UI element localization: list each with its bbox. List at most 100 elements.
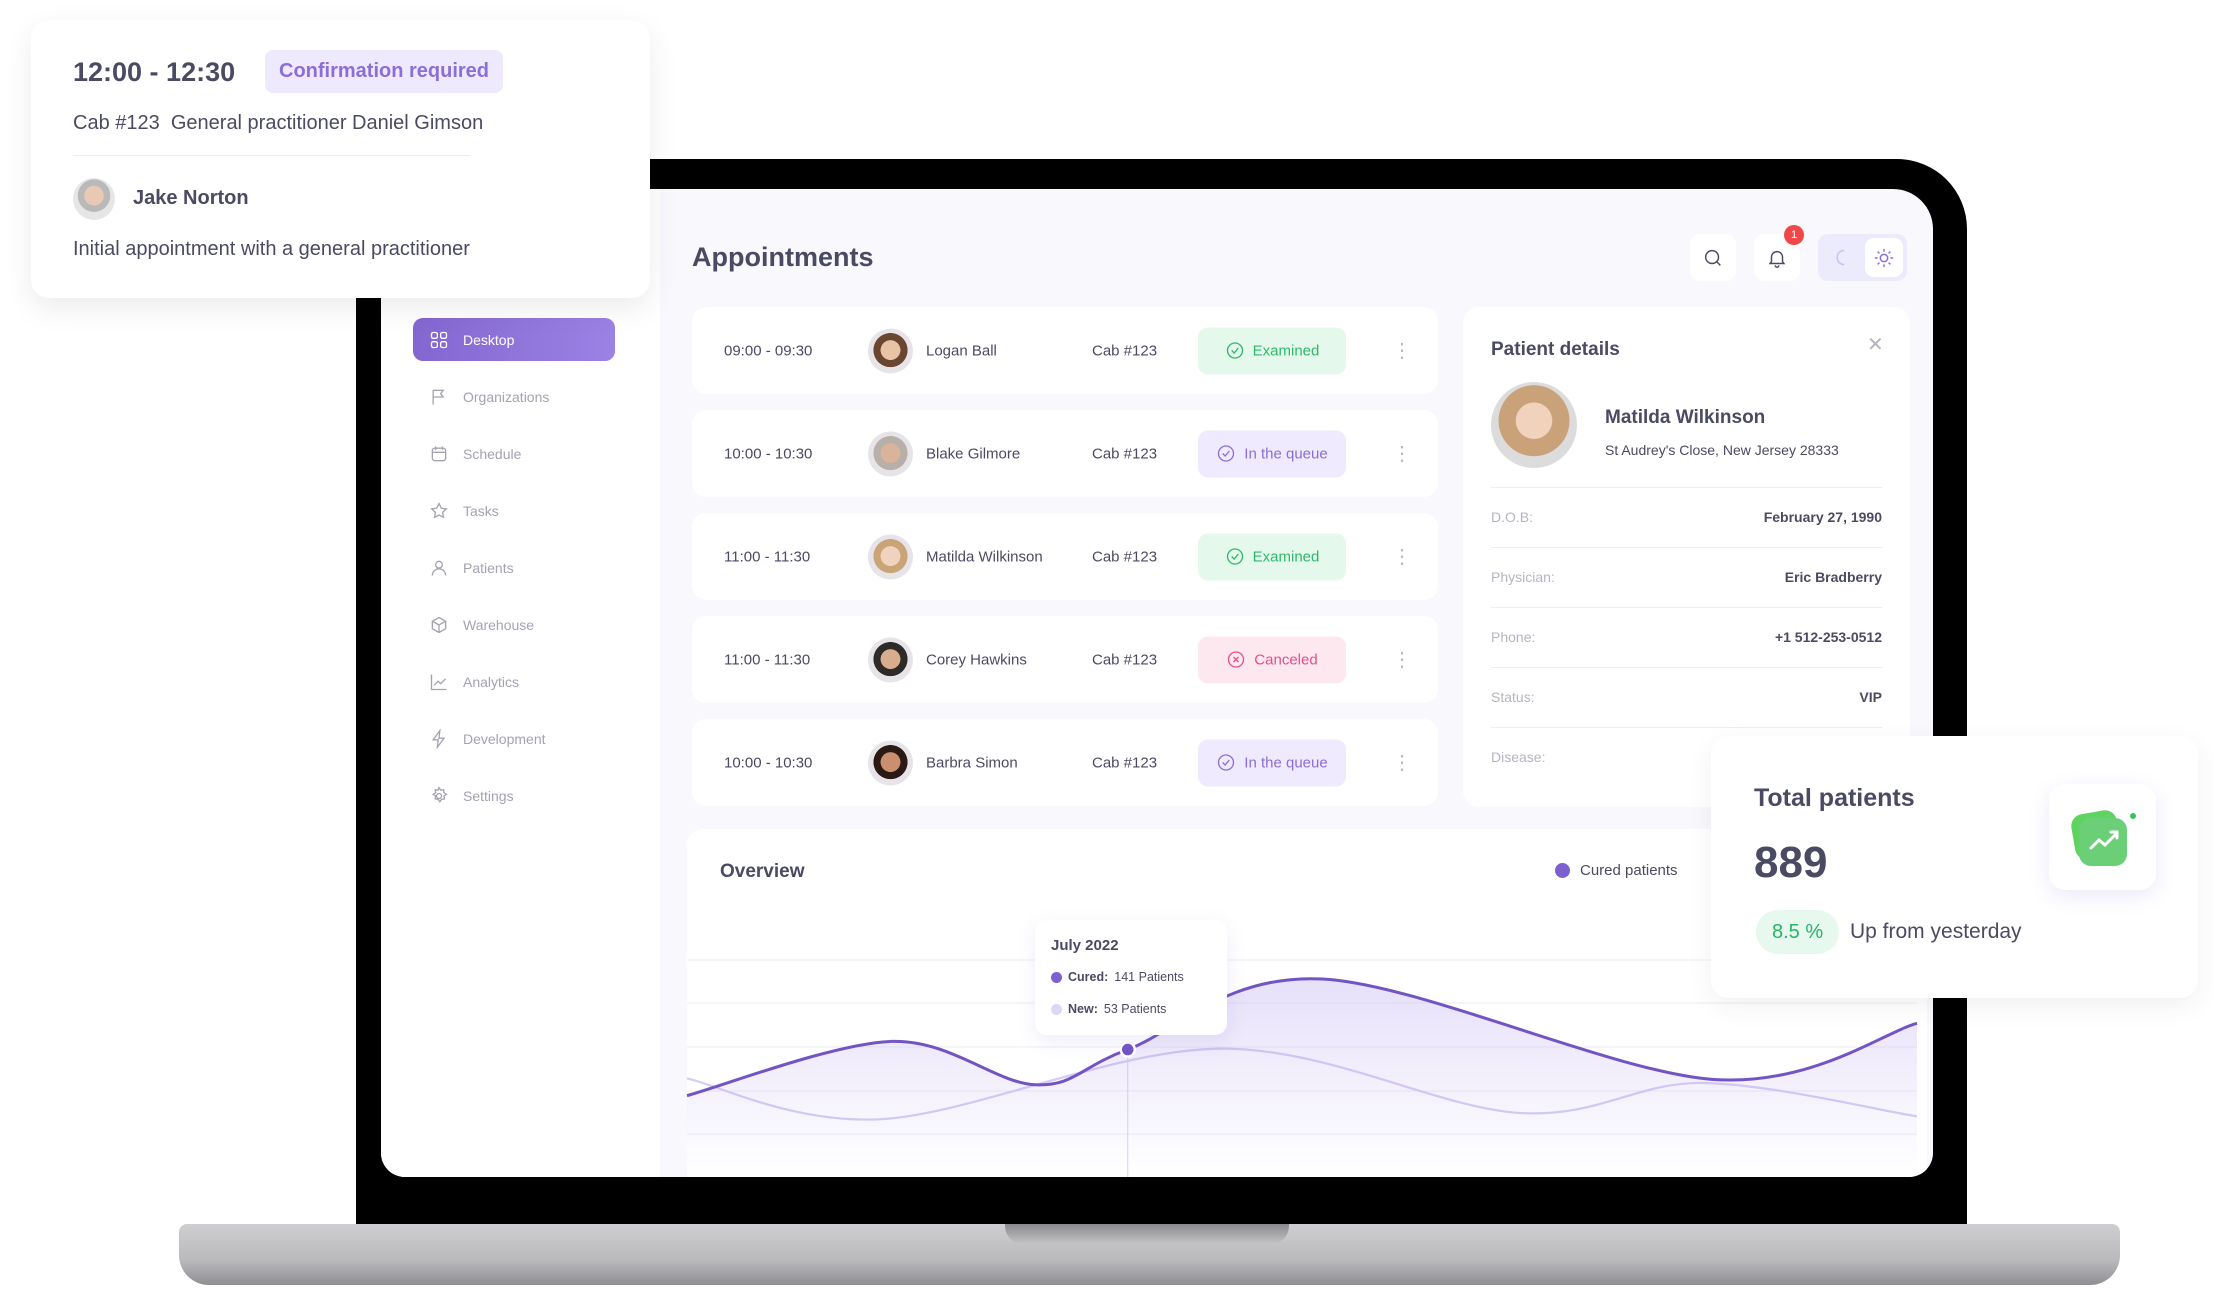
patient-name: Logan Ball <box>926 342 997 359</box>
star-icon <box>430 501 448 519</box>
field-value: VIP <box>1859 689 1882 705</box>
notification-badge: 1 <box>1784 225 1804 245</box>
change-badge: 8.5 % <box>1756 910 1840 954</box>
status-label: Examined <box>1252 342 1320 359</box>
patient-avatar <box>1491 382 1577 468</box>
sun-icon <box>1874 248 1894 267</box>
appointment-popup: 12:00 - 12:30 Confirmation required Cab … <box>31 20 650 298</box>
patient-name: Matilda Wilkinson <box>1605 407 1766 428</box>
appointment-row[interactable]: 11:00 - 11:30 Corey Hawkins Cab #123 Can… <box>692 616 1438 703</box>
sidebar-item-label: Analytics <box>463 673 520 690</box>
check-circle-icon <box>1218 754 1235 771</box>
appointment-row[interactable]: 11:00 - 11:30 Matilda Wilkinson Cab #123… <box>692 513 1438 600</box>
chart-legend: Cured patients <box>1555 862 1678 879</box>
patient-address: St Audrey's Close, New Jersey 28333 <box>1605 442 1839 458</box>
sidebar-item-label: Tasks <box>463 502 499 519</box>
status-label: Examined <box>1252 548 1320 565</box>
moon-icon[interactable] <box>1831 247 1852 268</box>
patient-field: Status: VIP <box>1491 689 1882 705</box>
patient-avatar <box>868 637 913 682</box>
check-circle-icon <box>1226 548 1243 565</box>
sidebar-item-tasks[interactable]: Tasks <box>413 489 615 532</box>
check-circle-icon <box>1226 342 1243 359</box>
grid-icon <box>430 331 448 348</box>
bell-icon <box>1768 250 1786 268</box>
check-circle-icon <box>1218 445 1235 462</box>
calendar-icon <box>431 446 447 461</box>
appointment-time: 10:00 - 10:30 <box>724 445 813 462</box>
patient-avatar <box>868 534 913 579</box>
theme-toggle[interactable] <box>1818 234 1907 281</box>
more-options-icon[interactable]: ⋮ <box>1392 751 1412 774</box>
box-icon <box>431 616 447 633</box>
patient-field: Phone: +1 512-253-0512 <box>1491 629 1882 645</box>
sun-button[interactable] <box>1865 238 1903 277</box>
field-value: February 27, 1990 <box>1763 509 1882 525</box>
total-patients-value: 889 <box>1754 838 1828 887</box>
status-badge[interactable]: In the queue <box>1198 430 1346 477</box>
cab-number: Cab #123 <box>1092 754 1158 771</box>
status-badge[interactable]: In the queue <box>1198 739 1346 786</box>
field-divider <box>1491 487 1882 488</box>
appointment-time: 09:00 - 09:30 <box>724 342 813 359</box>
cab-number: Cab #123 <box>1092 548 1158 565</box>
legend-label: Cured patients <box>1580 862 1678 879</box>
notifications-button[interactable]: 1 <box>1754 225 1804 281</box>
field-label: Disease: <box>1491 749 1546 765</box>
status-badge[interactable]: Examined <box>1198 533 1346 580</box>
tooltip-title: July 2022 <box>1051 937 1119 954</box>
patient-details-card: Patient details ✕ Matilda Wilkinson St A… <box>1463 307 1910 807</box>
appointment-time: 11:00 - 11:30 <box>724 651 811 668</box>
patient-field: Disease: <box>1491 749 1882 765</box>
patient-fields: D.O.B: February 27, 1990 Physician: Eric Br… <box>1491 307 1882 807</box>
tooltip-cured: Cured: 141 Patients <box>1051 970 1184 984</box>
patient-avatar <box>868 328 913 373</box>
more-options-icon[interactable]: ⋮ <box>1392 545 1412 568</box>
cab-number: Cab #123 <box>1092 445 1158 462</box>
sidebar-item-label: Patients <box>463 559 514 576</box>
more-options-icon[interactable]: ⋮ <box>1392 339 1412 362</box>
more-options-icon[interactable]: ⋮ <box>1392 442 1412 465</box>
status-label: Canceled <box>1254 651 1318 668</box>
status-badge[interactable]: Canceled <box>1198 636 1346 683</box>
patient-name: Matilda Wilkinson <box>926 548 1043 565</box>
field-divider <box>1491 607 1882 608</box>
appointment-row[interactable]: 10:00 - 10:30 Blake Gilmore Cab #123 In … <box>692 410 1438 497</box>
status-badge[interactable]: Examined <box>1198 327 1346 374</box>
tooltip-cured-label: Cured: <box>1068 970 1109 984</box>
popup-description: Initial appointment with a general pract… <box>73 238 470 260</box>
more-options-icon[interactable]: ⋮ <box>1392 648 1412 671</box>
sidebar-item-label: Schedule <box>463 445 522 462</box>
change-label: Up from yesterday <box>1850 920 2022 943</box>
search-button[interactable] <box>1690 234 1736 281</box>
cab-number: Cab #123 <box>1092 342 1158 359</box>
status-label: In the queue <box>1244 445 1328 462</box>
sidebar-item-label: Warehouse <box>463 616 535 633</box>
patient-name: Barbra Simon <box>926 754 1018 771</box>
sidebar-item-organizations[interactable]: Organizations <box>413 375 615 418</box>
trend-up-icon <box>2071 810 2136 866</box>
sidebar-item-schedule[interactable]: Schedule <box>413 432 615 475</box>
chart-tooltip: July 2022 Cured: 141 Patients New: 53 Pati… <box>1035 920 1227 1035</box>
sidebar-item-analytics[interactable]: Analytics <box>413 660 615 703</box>
field-divider <box>1491 547 1882 548</box>
sidebar-item-desktop[interactable]: Desktop <box>413 318 615 361</box>
overview-title: Overview <box>720 861 805 882</box>
popup-avatar <box>73 178 115 220</box>
sidebar-item-patients[interactable]: Patients <box>413 546 615 589</box>
sidebar-item-label: Organizations <box>463 388 550 405</box>
legend-dot <box>1555 863 1570 878</box>
patient-field: D.O.B: February 27, 1990 <box>1491 509 1882 525</box>
sidebar-item-settings[interactable]: Settings <box>413 774 615 817</box>
trend-icon-box <box>2049 784 2156 890</box>
field-label: D.O.B: <box>1491 509 1534 525</box>
status-label: In the queue <box>1244 754 1328 771</box>
close-icon[interactable]: ✕ <box>1867 334 1884 356</box>
sidebar-item-label: Settings <box>463 787 514 804</box>
sidebar-item-warehouse[interactable]: Warehouse <box>413 603 615 646</box>
app-screen: Desktop Organizations Schedule Tasks Patient… <box>381 189 1933 1177</box>
sidebar-item-development[interactable]: Development <box>413 717 615 760</box>
new-dot <box>1051 1003 1062 1015</box>
appointment-row[interactable]: 10:00 - 10:30 Barbra Simon Cab #123 In t… <box>692 719 1438 806</box>
appointment-row[interactable]: 09:00 - 09:30 Logan Ball Cab #123 Examin… <box>692 307 1438 394</box>
